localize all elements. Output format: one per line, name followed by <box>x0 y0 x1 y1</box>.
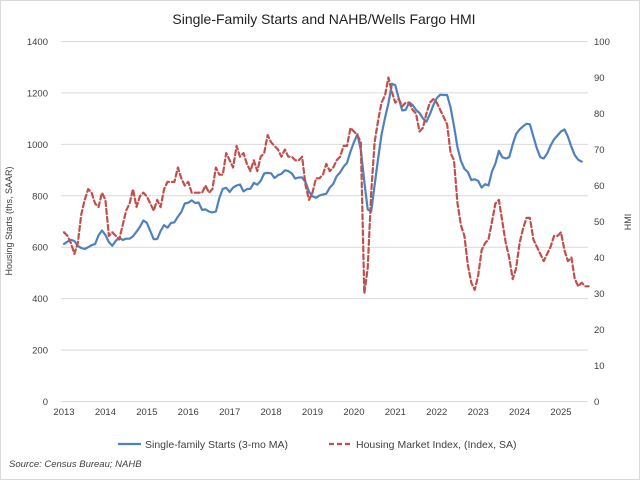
right-axis-tick: 30 <box>594 289 605 300</box>
chart-title: Single-Family Starts and NAHB/Wells Farg… <box>172 11 475 27</box>
legend-item-starts: Single-family Starts (3-mo MA) <box>118 439 288 451</box>
right-axis-tick: 50 <box>594 217 605 228</box>
right-axis-tick: 60 <box>594 181 605 192</box>
left-axis-title: Housing Starts (ths, SAAR) <box>4 166 14 275</box>
hmi-line-series <box>62 76 590 295</box>
x-axis-tick: 2013 <box>53 407 74 418</box>
series-lines <box>62 76 590 295</box>
left-axis-tick: 400 <box>32 294 48 305</box>
right-axis-title: HMI <box>623 214 633 231</box>
right-axis-tick: 90 <box>594 73 605 84</box>
right-axis-tick: 40 <box>594 253 605 264</box>
left-axis-tick: 800 <box>32 191 48 202</box>
right-axis-tick: 70 <box>594 145 605 156</box>
right-axis-tick: 80 <box>594 109 605 120</box>
right-axis-tick: 10 <box>594 361 605 372</box>
x-axis-tick: 2023 <box>468 407 489 418</box>
source-note: Source: Census Bureau; NAHB <box>9 459 142 470</box>
x-axis-tick: 2021 <box>385 407 406 418</box>
legend-label-starts: Single-family Starts (3-mo MA) <box>145 439 288 451</box>
left-axis-tick: 1200 <box>27 88 48 99</box>
left-axis-tick: 600 <box>32 243 48 254</box>
x-axis-tick: 2025 <box>550 407 571 418</box>
left-axis-tick: 0 <box>43 397 48 408</box>
x-axis-tick: 2017 <box>219 407 240 418</box>
x-axis-tick: 2020 <box>343 407 364 418</box>
axis-ticks: 0 200 400 600 800 1000 1200 1400 0 10 20 30 40 50 60 70… <box>27 37 610 418</box>
x-axis-tick: 2014 <box>95 407 116 418</box>
left-axis-tick: 1400 <box>27 37 48 48</box>
left-axis-tick: 200 <box>32 346 48 357</box>
x-axis-tick: 2022 <box>426 407 447 418</box>
legend: Single-family Starts (3-mo MA) Housing M… <box>118 439 517 451</box>
x-axis-tick: 2015 <box>136 407 157 418</box>
x-axis-tick: 2018 <box>261 407 282 418</box>
x-axis-tick: 2019 <box>302 407 323 418</box>
right-axis-tick: 0 <box>594 397 599 408</box>
right-axis-tick: 100 <box>594 37 610 48</box>
legend-item-hmi: Housing Market Index, (Index, SA) <box>329 439 517 451</box>
gridlines <box>61 41 588 402</box>
left-axis-tick: 1000 <box>27 140 48 151</box>
x-axis-tick: 2024 <box>509 407 530 418</box>
right-axis-tick: 20 <box>594 325 605 336</box>
starts-line-series <box>62 82 583 251</box>
x-axis-tick: 2016 <box>178 407 199 418</box>
legend-label-hmi: Housing Market Index, (Index, SA) <box>356 439 517 451</box>
